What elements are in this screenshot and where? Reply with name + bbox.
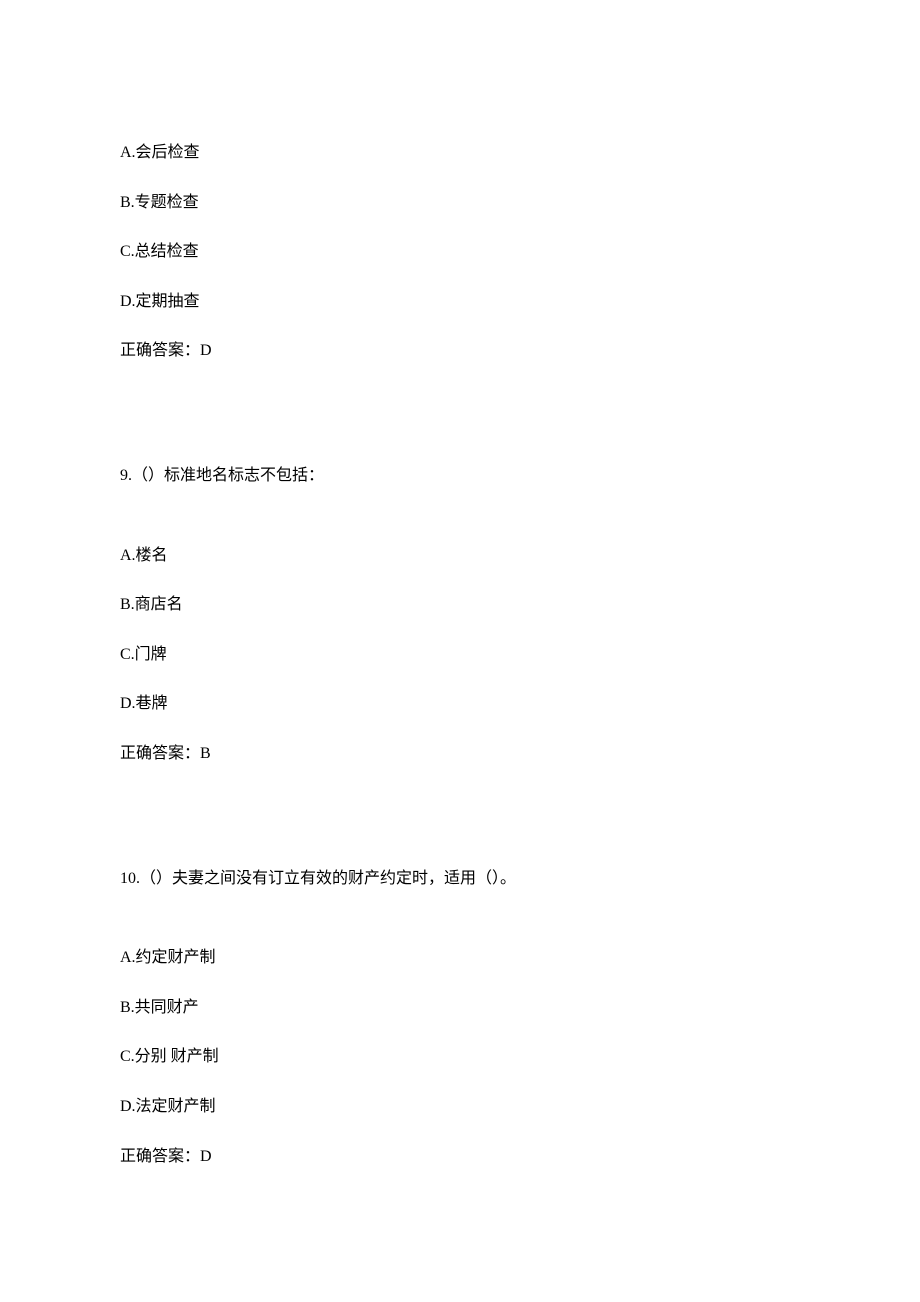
- q10-question: 10.（）夫妻之间没有订立有效的财产约定时，适用（）。: [120, 866, 800, 892]
- q9-option-c: C.门牌: [120, 642, 800, 668]
- q9-answer: 正确答案：B: [120, 741, 800, 767]
- q10-option-b: B.共同财产: [120, 995, 800, 1021]
- q8-answer: 正确答案：D: [120, 338, 800, 364]
- q10-option-c: C.分别 财产制: [120, 1044, 800, 1070]
- q9-question: 9.（）标准地名标志不包括：: [120, 463, 800, 489]
- q10-option-a: A.约定财产制: [120, 945, 800, 971]
- q8-option-b: B.专题检查: [120, 190, 800, 216]
- q10-option-d: D.法定财产制: [120, 1094, 800, 1120]
- q10-answer: 正确答案：D: [120, 1144, 800, 1170]
- q8-option-d: D.定期抽查: [120, 289, 800, 315]
- q8-option-a: A.会后检查: [120, 140, 800, 166]
- q9-option-a: A.楼名: [120, 543, 800, 569]
- q8-option-c: C.总结检查: [120, 239, 800, 265]
- q9-option-d: D.巷牌: [120, 691, 800, 717]
- q9-option-b: B.商店名: [120, 592, 800, 618]
